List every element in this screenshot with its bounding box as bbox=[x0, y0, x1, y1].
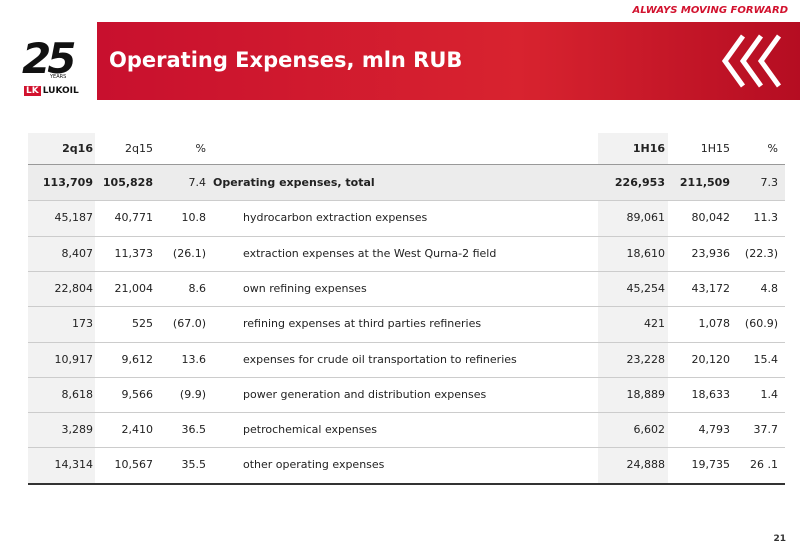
cell-value: 26 .1 bbox=[750, 458, 778, 472]
logo-brand-text: LUKOIL bbox=[42, 86, 79, 96]
cell-value: 43,172 bbox=[691, 281, 731, 295]
cell-value: 89,061 bbox=[626, 211, 666, 225]
logo-years: YEARS bbox=[50, 74, 67, 80]
cell-value: 45,187 bbox=[54, 211, 94, 225]
column-header: 1H16 bbox=[632, 142, 665, 155]
cell-value: 35.5 bbox=[181, 458, 207, 472]
row-label: petrochemical expenses bbox=[243, 423, 378, 437]
cell-value: 10.8 bbox=[181, 211, 207, 225]
title-banner: Operating Expenses, mln RUB bbox=[97, 22, 800, 100]
cell-value: 15.4 bbox=[753, 352, 779, 366]
cell-value: 9,612 bbox=[121, 352, 154, 366]
chevrons bbox=[721, 34, 782, 88]
row-label: extraction expenses at the West Qurna-2 … bbox=[243, 246, 497, 260]
cell-value: 7.4 bbox=[188, 176, 207, 189]
row-rule bbox=[28, 200, 785, 202]
row-label: refining expenses at third parties refin… bbox=[243, 317, 482, 331]
cell-value: 7.3 bbox=[760, 176, 779, 189]
cell-value: 113,709 bbox=[42, 176, 93, 189]
slide-title: Operating Expenses, mln RUB bbox=[109, 48, 463, 72]
row-rule bbox=[28, 412, 785, 414]
page-number: 21 bbox=[773, 534, 786, 544]
row-label: hydrocarbon extraction expenses bbox=[243, 211, 428, 225]
column-header: 2q16 bbox=[62, 142, 93, 155]
cell-value: 3,289 bbox=[61, 423, 94, 437]
cell-value: 11,373 bbox=[114, 246, 154, 260]
cell-value: 36.5 bbox=[181, 423, 207, 437]
row-rule bbox=[28, 341, 785, 343]
column-header: 2q15 bbox=[125, 142, 153, 155]
cell-value: 80,042 bbox=[691, 211, 731, 225]
row-rule bbox=[28, 235, 785, 237]
logo-brand: LK LUKOIL bbox=[24, 86, 79, 96]
cell-value: 45,254 bbox=[626, 281, 666, 295]
cell-value: 10,567 bbox=[114, 458, 154, 472]
cell-value: 8.6 bbox=[188, 281, 207, 295]
row-label: power generation and distribution expens… bbox=[243, 387, 487, 401]
cell-value: 11.3 bbox=[753, 211, 779, 225]
cell-value: 18,633 bbox=[691, 387, 731, 401]
cell-value: 4.8 bbox=[760, 281, 779, 295]
row-label: expenses for crude oil transportation to… bbox=[243, 352, 517, 366]
cell-value: 23,228 bbox=[626, 352, 666, 366]
cell-value: 20,120 bbox=[691, 352, 731, 366]
cell-value: (22.3) bbox=[744, 246, 778, 260]
logo-mark: 25 bbox=[22, 34, 76, 83]
cell-value: 10,917 bbox=[54, 352, 94, 366]
bottom-rule bbox=[28, 482, 785, 485]
cell-value: (67.0) bbox=[172, 317, 206, 331]
cell-value: 8,407 bbox=[61, 246, 94, 260]
cell-value: 24,888 bbox=[626, 458, 666, 472]
cell-value: 421 bbox=[644, 317, 665, 331]
row-label: other operating expenses bbox=[243, 458, 385, 472]
row-label: Operating expenses, total bbox=[213, 176, 375, 189]
cell-value: 18,610 bbox=[626, 246, 666, 260]
cell-value: 173 bbox=[72, 317, 93, 331]
tagline: ALWAYS MOVING FORWARD bbox=[632, 5, 789, 16]
header-rule bbox=[28, 164, 785, 165]
cell-value: 40,771 bbox=[114, 211, 154, 225]
row-rule bbox=[28, 306, 785, 308]
column-header: % bbox=[195, 142, 206, 155]
logo-box: LK bbox=[24, 86, 41, 96]
row-label: own refining expenses bbox=[243, 281, 367, 295]
row-rule bbox=[28, 447, 785, 449]
cell-value: 37.7 bbox=[753, 423, 779, 437]
cell-value: (9.9) bbox=[179, 387, 206, 401]
row-rule bbox=[28, 376, 785, 378]
logo: 25 YEARS LK LUKOIL bbox=[20, 34, 90, 100]
cell-value: 2,410 bbox=[121, 423, 154, 437]
cell-value: 19,735 bbox=[691, 458, 731, 472]
column-header: % bbox=[767, 142, 778, 155]
cell-value: 8,618 bbox=[61, 387, 94, 401]
cell-value: 4,793 bbox=[698, 423, 731, 437]
cell-value: 525 bbox=[132, 317, 153, 331]
cell-value: 211,509 bbox=[679, 176, 730, 189]
cell-value: 13.6 bbox=[181, 352, 207, 366]
cell-value: 21,004 bbox=[114, 281, 154, 295]
row-rule bbox=[28, 270, 785, 272]
cell-value: 105,828 bbox=[102, 176, 153, 189]
cell-value: (26.1) bbox=[172, 246, 206, 260]
cell-value: 22,804 bbox=[54, 281, 94, 295]
cell-value: 14,314 bbox=[54, 458, 94, 472]
cell-value: 1,078 bbox=[698, 317, 731, 331]
cell-value: 18,889 bbox=[626, 387, 666, 401]
column-header: 1H15 bbox=[700, 142, 730, 155]
cell-value: (60.9) bbox=[744, 317, 778, 331]
cell-value: 9,566 bbox=[121, 387, 154, 401]
cell-value: 23,936 bbox=[691, 246, 731, 260]
cell-value: 6,602 bbox=[633, 423, 666, 437]
cell-value: 1.4 bbox=[760, 387, 779, 401]
cell-value: 226,953 bbox=[614, 176, 665, 189]
shade bbox=[28, 165, 785, 201]
